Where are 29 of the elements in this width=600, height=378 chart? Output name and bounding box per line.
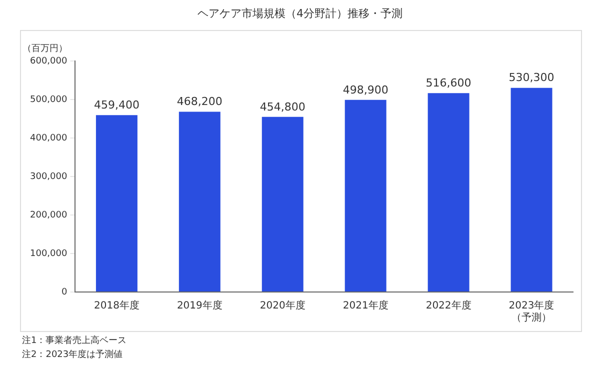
x-tick-label: 2023年度（予測）: [508, 300, 554, 324]
text: 注1：事業者売上高ベース: [22, 334, 127, 348]
chart-title: ヘアケア市場規模（4分野計）推移・予測: [196, 6, 404, 21]
y-tick-label: 0: [61, 287, 68, 298]
data-label: 454,800: [260, 100, 306, 114]
bar: [262, 116, 304, 292]
y-tick-label: 200,000: [30, 210, 68, 220]
data-label: 516,600: [426, 76, 472, 90]
bar: [510, 88, 552, 292]
x-tick-label: 2020年度: [260, 300, 306, 312]
y-axis-title: （百万円）: [22, 44, 68, 54]
data-label: 530,300: [508, 71, 554, 84]
y-tick-label: 400,000: [30, 133, 68, 144]
y-tick-label: 600,000: [30, 56, 68, 66]
data-label: 498,900: [342, 83, 388, 96]
bar: [344, 100, 386, 292]
y-tick-label: 100,000: [30, 248, 68, 259]
bar: [178, 112, 220, 292]
y-tick-label: 300,000: [30, 172, 68, 182]
data-label: 459,400: [94, 98, 140, 112]
data-label: 468,200: [176, 95, 222, 108]
x-tick-label: 2022年度: [426, 300, 472, 312]
bar: [428, 93, 470, 292]
y-tick-label: 500,000: [30, 94, 68, 105]
bar: [96, 115, 138, 292]
x-tick-label: 2019年度: [176, 300, 222, 312]
x-tick-label: 2021年度: [342, 300, 388, 312]
text: 注2：2023年度は予測値: [22, 348, 124, 362]
x-tick-label: 2018年度: [94, 300, 140, 312]
